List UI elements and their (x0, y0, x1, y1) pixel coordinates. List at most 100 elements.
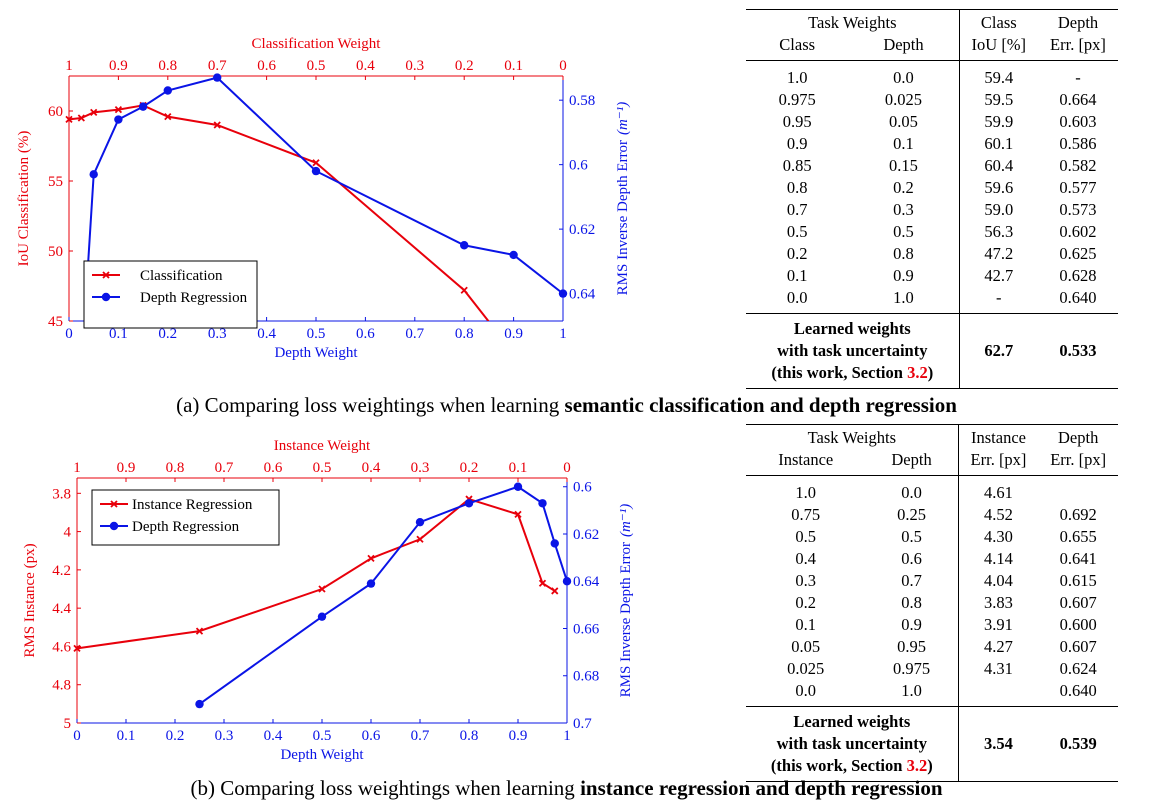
top-tick-label: 0.5 (313, 460, 332, 476)
table-row: 0.8 0.2 59.6 0.577 (746, 177, 1118, 199)
table-row: 0.1 0.9 42.7 0.628 (746, 265, 1118, 287)
chart-b-svg: 0 0.1 0.2 0.3 0.4 0.5 0.6 0.7 0.8 0.9 1 1 0.9 0.8 0.7 0… (22, 438, 634, 763)
table-cell: 0.664 (1059, 90, 1097, 109)
data-point-circle (562, 577, 572, 586)
legend-entry: Classification (140, 268, 223, 284)
right-axis-title-unit: (m⁻¹) (615, 102, 631, 135)
table-a-col3-unit: IoU [%] (958, 34, 1038, 61)
table-cell: 0.641 (1059, 549, 1097, 568)
table-cell: 0.8 (901, 593, 922, 612)
table-cell: 1.0 (786, 68, 808, 87)
x-tick-label: 0.9 (504, 326, 523, 342)
right-tick-label: 0.58 (569, 93, 595, 109)
table-cell (957, 680, 1039, 707)
table-cell: 3.83 (957, 592, 1039, 614)
data-point-cross (416, 535, 424, 543)
legend-entry: Depth Regression (132, 519, 240, 535)
top-tick-label: 0.8 (166, 460, 185, 476)
data-point-cross (514, 510, 522, 519)
data-point-circle (213, 73, 222, 82)
legend-box (91, 489, 280, 546)
x-tick-label: 0.8 (455, 326, 474, 342)
data-point-cross (318, 585, 326, 593)
data-point-cross (312, 159, 320, 167)
table-row: 0.95 0.05 59.9 0.603 (746, 111, 1118, 133)
table-cell: 0.4 (795, 549, 817, 568)
x-tick-label: 0.2 (158, 326, 177, 342)
right-tick-label: 0.7 (573, 716, 592, 732)
table-cell: 4.14 (957, 548, 1039, 570)
series-line-red (69, 104, 490, 321)
table-row: 0.75 0.25 4.52 0.692 (746, 504, 1118, 526)
table-cell: 0.607 (1059, 593, 1097, 612)
table-cell: 0.7 (786, 200, 808, 219)
table-cell: 0.603 (1059, 112, 1097, 131)
data-point-cross (367, 554, 375, 563)
table-cell: 0.0 (893, 68, 914, 87)
data-point-cross (195, 627, 204, 635)
data-point-circle (538, 499, 547, 508)
table-cell: 0.3 (795, 571, 817, 590)
top-tick-label: 0.3 (411, 460, 430, 476)
right-axis-title-text: RMS Inverse Depth Error (615, 140, 631, 295)
right-tick-label: 0.64 (569, 287, 596, 303)
table-cell: 0.5 (893, 222, 914, 241)
table-cell: 0.15 (889, 156, 918, 175)
left-axis-title: IoU Classification (%) (16, 131, 32, 267)
table-cell: 56.3 (958, 221, 1038, 243)
top-axis-title: Instance Weight (274, 438, 371, 454)
table-cell: 4.27 (957, 636, 1039, 658)
right-tick-label: 0.62 (573, 527, 599, 543)
top-tick-label: 0.1 (509, 460, 528, 476)
table-cell: 59.0 (958, 199, 1038, 221)
table-row: 0.5 0.5 56.3 0.602 (746, 221, 1118, 243)
chart-a-container: 0 0.1 0.2 0.3 0.4 0.5 0.6 0.7 0.8 0.9 1 1 0.9 0.8 0.7 0… (0, 18, 640, 393)
section-ref-link[interactable]: 3.2 (906, 756, 928, 775)
table-cell: - (958, 287, 1038, 314)
table-a-learned-label: Learned weights with task uncertainty (t… (746, 313, 960, 389)
table-cell: 59.9 (958, 111, 1038, 133)
table-cell: 0.607 (1059, 637, 1097, 656)
section-ref-link[interactable]: 3.2 (907, 363, 928, 382)
right-axis-title-text: RMS Inverse Depth Error (618, 542, 634, 697)
table-cell: 4.61 (957, 475, 1039, 504)
table-cell: 0.05 (889, 112, 918, 131)
x-tick-label: 0.6 (356, 326, 375, 342)
data-point-cross (73, 644, 81, 652)
table-cell: 0.05 (791, 637, 821, 656)
table-cell: 0.975 (892, 659, 931, 678)
data-point-cross (551, 587, 559, 595)
table-cell: 0.1 (786, 266, 808, 285)
table-cell: 0.582 (1059, 156, 1097, 175)
right-tick-label: 0.62 (569, 222, 595, 238)
table-cell: 1.0 (893, 288, 914, 307)
data-point-circle (114, 115, 123, 124)
table-cell: 0.0 (795, 681, 817, 700)
table-cell: 0.5 (786, 222, 808, 241)
right-axis-title: RMS Inverse Depth Error (m⁻¹) (618, 504, 634, 698)
table-a-sub-header-2: Depth (848, 34, 960, 61)
table-row: 0.4 0.6 4.14 0.641 (746, 548, 1118, 570)
top-tick-label: 0.5 (307, 58, 326, 74)
table-cell: 0.0 (901, 483, 922, 502)
data-point-cross (460, 286, 468, 294)
table-row: 0.2 0.8 3.83 0.607 (746, 592, 1118, 614)
data-point-cross (164, 112, 172, 121)
table-cell: 0.7 (901, 571, 922, 590)
table-cell: 0.640 (1059, 681, 1097, 700)
right-axis-title: RMS Inverse Depth Error (m⁻¹) (615, 102, 631, 296)
table-cell: 0.655 (1059, 527, 1097, 546)
table-cell: 60.4 (958, 155, 1038, 177)
data-point-circle (317, 612, 327, 621)
table-cell: 0.1 (795, 615, 817, 634)
series-line-blue (83, 76, 563, 321)
top-tick-label: 0.4 (356, 58, 375, 74)
table-cell: 0.9 (893, 266, 914, 285)
table-b: Task Weights Instance Depth Instance Dep… (746, 424, 1118, 782)
table-cell: 0.600 (1059, 615, 1097, 634)
data-point-circle (163, 86, 172, 95)
table-b-sub-header-2: Depth (865, 449, 959, 476)
top-tick-label: 1 (73, 460, 81, 476)
left-tick-label: 3.8 (52, 486, 71, 502)
table-cell: 0.1 (893, 134, 914, 153)
